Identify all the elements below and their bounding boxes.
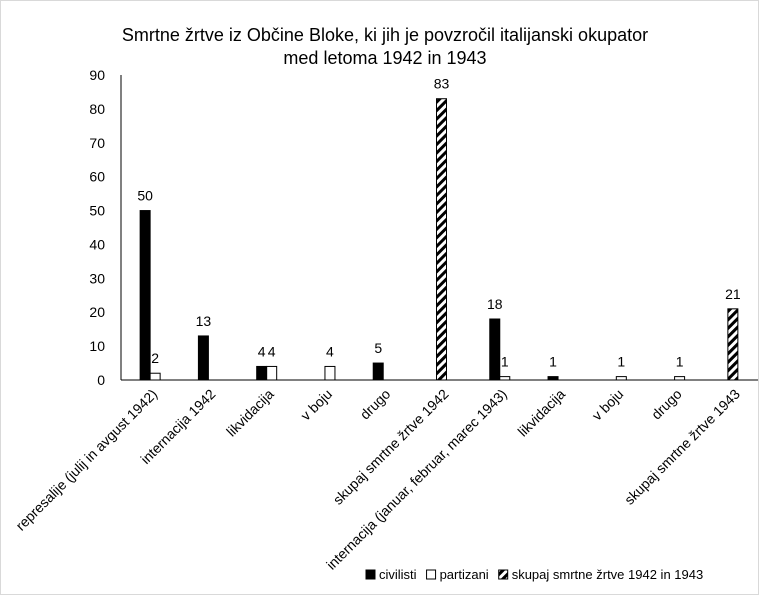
bars [139,98,739,381]
data-label: 1 [676,354,684,370]
data-label: 1 [501,354,509,370]
data-label: 4 [268,343,276,359]
data-label: 5 [374,340,382,356]
bar-partizani [499,376,511,381]
y-tick-label: 90 [89,67,105,83]
data-label: 13 [196,313,212,329]
chart-title-line-2: med letoma 1942 in 1943 [283,48,486,68]
y-tick-label: 70 [89,135,105,151]
y-tick-label: 0 [97,372,105,388]
x-tick-label: drugo [357,386,394,423]
y-axis: 0 10 20 30 40 50 60 70 80 90 [89,67,122,388]
y-tick-label: 50 [89,203,105,219]
data-label: 21 [725,286,741,302]
bar-civilisti [372,362,384,381]
x-tick-label: likvidacija [514,386,568,440]
bar-civilisti [139,210,151,381]
legend-label: civilisti [379,567,417,582]
bar-partizani [149,372,161,381]
data-label: 4 [326,343,334,359]
chart-title-line-1: Smrtne žrtve iz Občine Bloke, ki jih je … [122,25,648,45]
x-tick-label: skupaj smrtne žrtve 1942 [330,386,452,508]
legend-swatch [498,569,509,580]
bar-civilisti [547,376,559,381]
chart-title: Smrtne žrtve iz Občine Bloke, ki jih je … [122,25,648,68]
bar-partizani [266,365,278,381]
x-tick-label: represalije (julij in avgust 1942) [12,386,160,534]
bar-civilisti [256,365,268,381]
x-tick-label: likvidacija [223,386,277,440]
data-label: 18 [487,296,503,312]
bar-civilisti [489,318,501,381]
data-label: 1 [549,354,557,370]
data-label: 2 [151,350,159,366]
y-tick-label: 30 [89,270,105,286]
y-tick-label: 10 [89,338,105,354]
bar-skupaj-smrtne-žrtve-1942-in-1943 [436,98,447,381]
x-tick-label: drugo [648,386,685,423]
bar-partizani [324,365,336,381]
bar-partizani [615,376,627,381]
legend: civilisti partizani skupaj smrtne žrtve 19… [365,567,704,582]
data-label: 83 [434,76,450,92]
legend-swatch [365,569,376,580]
bar-skupaj-smrtne-žrtve-1942-in-1943 [727,308,739,381]
y-tick-label: 80 [89,101,105,117]
x-axis: represalije (julij in avgust 1942)intern… [12,379,758,573]
x-tick-label: v boju [297,386,335,424]
data-label: 50 [137,188,153,204]
legend-label: skupaj smrtne žrtve 1942 in 1943 [512,567,704,582]
y-tick-label: 60 [89,169,105,185]
legend-swatch [426,569,437,580]
x-tick-label: skupaj smrtne žrtve 1943 [621,386,743,508]
data-label: 4 [258,343,266,359]
bar-partizani [674,376,686,381]
data-label: 1 [617,354,625,370]
legend-label: partizani [440,567,489,582]
x-tick-label: v boju [589,386,627,424]
y-tick-label: 40 [89,236,105,252]
bar-civilisti [197,335,209,381]
y-tick-label: 20 [89,304,105,320]
